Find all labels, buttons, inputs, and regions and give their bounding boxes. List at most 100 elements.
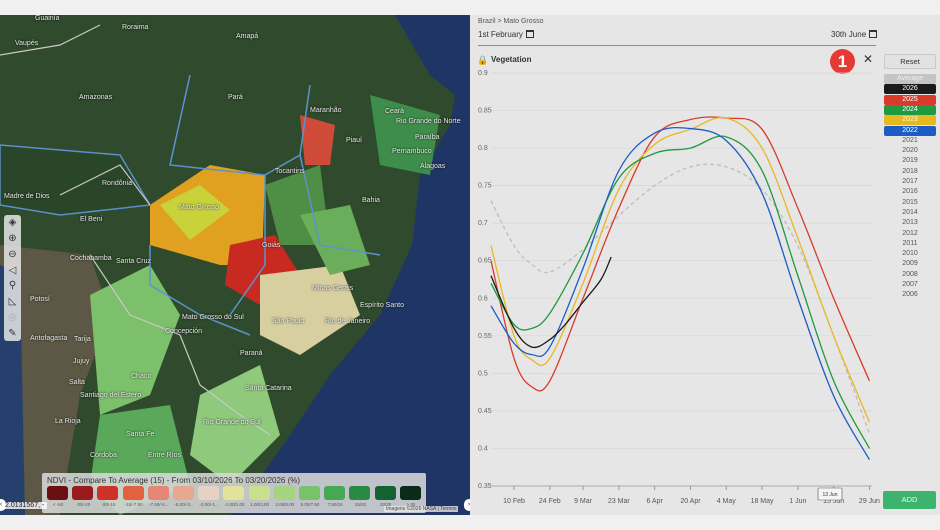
year-toggle-2026[interactable]: 2026 [884, 84, 936, 95]
legend-swatch [122, 486, 144, 500]
map-legend: NDVI - Compare To Average (15) - From 03… [42, 473, 426, 513]
date-range-slider[interactable] [478, 45, 876, 46]
map-region-label: Minas Gerais [312, 285, 354, 292]
map-attribution[interactable]: Imagens ©2026 NASA | Termos [384, 506, 459, 512]
map-region-label: Santa Catarina [245, 385, 292, 392]
legend-label: -3.00/-1... [199, 502, 219, 507]
measure-icon[interactable]: ◺ [8, 296, 17, 308]
search-icon[interactable]: ⚲ [8, 280, 17, 292]
map-region-label: Cochabamba [70, 255, 112, 262]
legend-label: -1.00/1.00 [224, 502, 245, 507]
map-region-label: Bahia [362, 197, 380, 204]
year-toggle-2019[interactable]: 2019 [902, 157, 918, 165]
legend-label: -7.50/-5... [149, 502, 169, 507]
map-region-label: Santa Fe [126, 431, 155, 438]
legend-swatch [47, 486, 68, 500]
map-region-label: Mato Grosso do Sul [182, 314, 244, 321]
close-icon[interactable]: ✕ [863, 52, 874, 66]
map-region-label: Concepción [165, 328, 202, 335]
map-region-label: Ceará [385, 108, 405, 115]
year-toggle-2010[interactable]: 2010 [902, 250, 918, 258]
legend-swatch [97, 486, 119, 500]
zoom-out-icon[interactable]: ⊖ [8, 248, 17, 260]
navigate-icon[interactable]: ◁ [8, 264, 17, 276]
add-button[interactable]: ADD [883, 491, 936, 509]
legend-swatch [147, 486, 169, 500]
map-region-label: Piauí [346, 137, 362, 144]
x-tick-label: 1 Jun [789, 498, 806, 505]
draw-icon[interactable]: ✎ [8, 327, 17, 339]
map-region-label: Vaupés [15, 40, 39, 47]
vegetation-chart: 0.9 0.85 0.8 0.75 0.7 0.65 0.6 0.55 0.5 0.45 0.4 0.… [478, 70, 880, 505]
map-region-label: Jujuy [73, 358, 90, 365]
map-region-label: Córdoba [90, 452, 117, 459]
year-toggle-2020[interactable]: 2020 [902, 147, 918, 155]
year-toggle-2023[interactable]: 2023 [884, 115, 936, 126]
map-region-label: Antofagasta [30, 335, 68, 342]
collapse-right-button[interactable]: › [464, 499, 470, 511]
locate-icon[interactable]: ◎ [8, 311, 17, 323]
year-toggle-2007[interactable]: 2007 [902, 281, 918, 288]
x-tick-label: 9 Mar [574, 498, 593, 505]
year-toggle-2021[interactable]: 2021 [902, 136, 918, 144]
map-region-label: Mato Grosso [179, 204, 220, 211]
x-tick-label: 24 Feb [539, 498, 561, 505]
year-toggle-2015[interactable]: 2015 [902, 198, 918, 206]
year-toggle-2024[interactable]: 2024 [884, 104, 936, 115]
reset-button[interactable]: Reset [884, 54, 936, 69]
map-region-label: Pará [228, 94, 243, 101]
x-tick-label: 29 Jun [859, 498, 880, 505]
series-line-2025 [490, 116, 871, 392]
zoom-in-icon[interactable]: ⊕ [8, 233, 17, 245]
y-tick-label: 0.5 [478, 370, 488, 377]
legend-swatch [349, 486, 371, 500]
year-toggle-2011[interactable]: 2011 [902, 239, 918, 247]
x-tick-label: 15 Jun [823, 498, 844, 505]
map-region-label: Rio de Janeiro [325, 318, 371, 325]
map-view[interactable]: Amazonas Pará Amapá Roraima Maranhão Piauí Cea… [0, 15, 470, 515]
x-tick-label: 20 Apr [680, 498, 701, 505]
year-toggle-2009[interactable]: 2009 [902, 260, 918, 268]
year-toggle-2008[interactable]: 2008 [902, 270, 918, 278]
map-region-label: Santiago del Estero [80, 392, 142, 399]
year-toggle-2013[interactable]: 2013 [902, 219, 918, 227]
year-toggle-2022[interactable]: 2022 [884, 125, 936, 136]
year-toggle-average[interactable]: Average [884, 74, 936, 84]
year-toggle-2012[interactable]: 2012 [902, 229, 918, 237]
year-toggle-2014[interactable]: 2014 [902, 208, 918, 216]
map-region-label: El Beni [80, 216, 103, 223]
end-date-picker[interactable]: 30th June [831, 30, 878, 39]
y-tick-label: 0.4 [478, 445, 488, 452]
lock-icon[interactable]: 🔒 [477, 55, 489, 65]
year-toggle-2006[interactable]: 2006 [902, 291, 918, 299]
hover-tooltip [817, 487, 843, 501]
x-tick-label: 18 May [751, 498, 774, 505]
calendar-icon[interactable] [525, 30, 534, 38]
legend-label: 3.00/5.00 [275, 502, 295, 507]
map-region-label: Rio Grande do Norte [396, 118, 461, 125]
series-line-2022 [490, 126, 871, 461]
year-toggle-2016[interactable]: 2016 [902, 188, 918, 196]
map-region-label: Tocantins [275, 168, 305, 175]
map-region-label: La Rioja [55, 418, 81, 425]
year-toggle-2017[interactable]: 2017 [902, 178, 918, 185]
legend-label: < -50 [52, 502, 64, 507]
y-tick-label: 0.35 [478, 483, 492, 490]
map-region-label: Potosí [30, 296, 50, 303]
calendar-icon[interactable] [869, 30, 878, 38]
map-region-label: Rio Grande do Sul [203, 419, 261, 426]
map-region-label: Pernambuco [392, 148, 432, 155]
legend-swatch [399, 486, 421, 500]
legend-label: -5.00/-3... [174, 502, 194, 507]
year-toggle-2025[interactable]: 2025 [884, 94, 936, 105]
legend-swatch [198, 486, 220, 500]
y-tick-label: 0.7 [478, 220, 488, 227]
end-date: 30th June [831, 30, 867, 39]
legend-swatch [173, 486, 194, 500]
start-date-picker[interactable]: 1st February [478, 30, 534, 39]
legend-swatch [248, 486, 270, 500]
x-tick-label: 6 Apr [646, 498, 663, 505]
layers-icon[interactable]: ◈ [8, 217, 17, 229]
year-toggle-2018[interactable]: 2018 [902, 167, 918, 175]
map-region-label: Rondônia [102, 180, 132, 187]
